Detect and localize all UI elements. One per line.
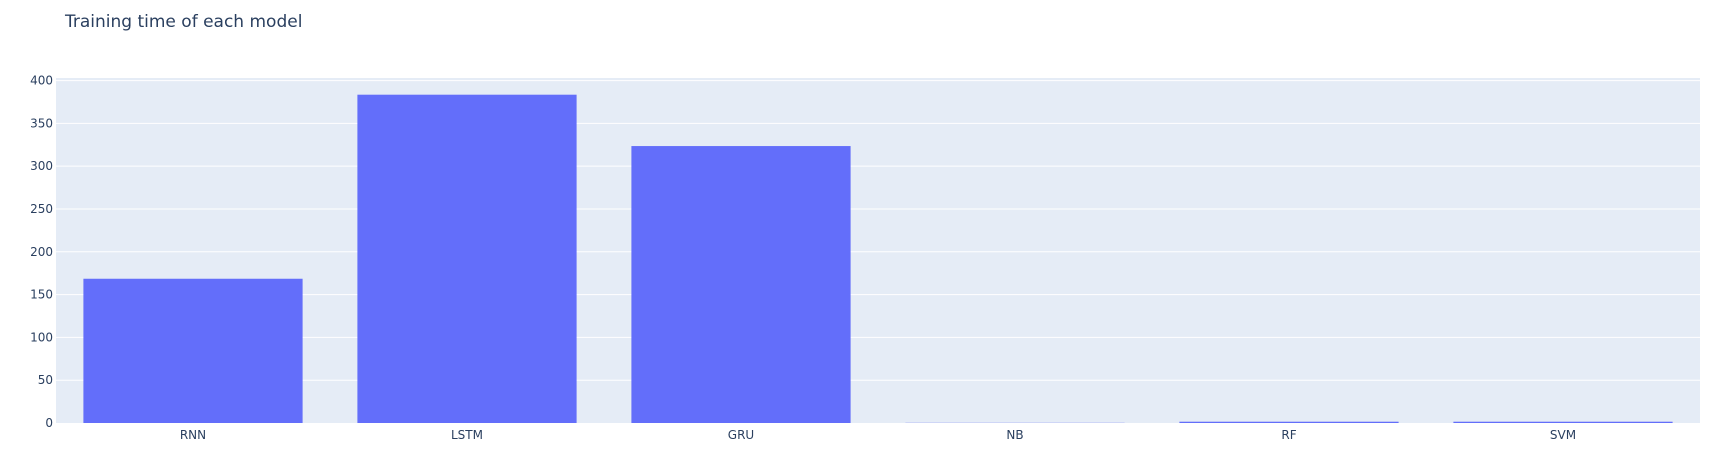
- bar-svm[interactable]: [1453, 421, 1673, 423]
- y-tick-label: 200: [30, 245, 53, 259]
- x-tick-label: SVM: [1550, 428, 1576, 442]
- bar-rf[interactable]: [1179, 421, 1399, 423]
- y-tick-label: 100: [30, 330, 53, 344]
- x-tick-label: LSTM: [451, 428, 483, 442]
- y-tick-label: 400: [30, 74, 53, 88]
- bar-lstm[interactable]: [357, 94, 577, 424]
- y-tick-label: 350: [30, 116, 53, 130]
- y-tick-label: 300: [30, 159, 53, 173]
- x-axis-ticks: RNN LSTM GRU NB RF SVM: [180, 428, 1576, 442]
- y-tick-label: 150: [30, 288, 53, 302]
- chart-title: Training time of each model: [64, 12, 302, 32]
- x-tick-label: GRU: [728, 428, 754, 442]
- plot-area: [56, 78, 1700, 423]
- x-tick-label: NB: [1006, 428, 1023, 442]
- bars: [83, 94, 1673, 424]
- y-tick-label: 0: [45, 416, 53, 430]
- x-tick-label: RF: [1281, 428, 1296, 442]
- bar-gru[interactable]: [631, 146, 851, 423]
- bar-rnn[interactable]: [83, 278, 303, 423]
- y-tick-label: 50: [38, 373, 53, 387]
- y-axis-ticks: 0 50 100 150 200 250 300 350 400: [30, 74, 53, 430]
- y-tick-label: 250: [30, 202, 53, 216]
- gridlines: [56, 80, 1700, 381]
- x-tick-label: RNN: [180, 428, 206, 442]
